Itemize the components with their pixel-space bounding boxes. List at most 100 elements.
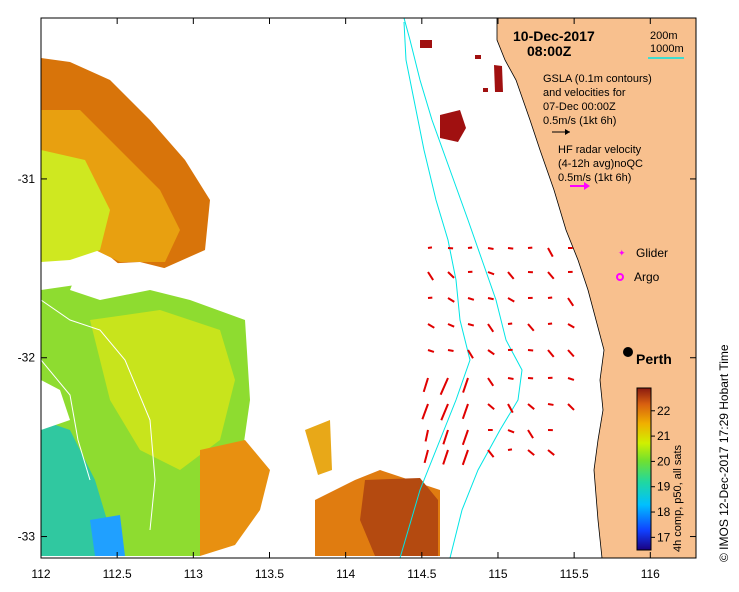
imos-credit: © IMOS 12-Dec-2017 17:29 Hobart Time: [717, 344, 731, 562]
x-tick-label: 112.5: [103, 567, 132, 581]
gsla-line-1: GSLA (0.1m contours): [543, 73, 652, 85]
velocity-arrow: [567, 377, 575, 381]
sst-blue-patch: [90, 515, 125, 556]
velocity-arrow: [440, 403, 449, 421]
x-tick-label: 112: [31, 567, 50, 581]
gsla-line-3: 07-Dec 00:00Z: [543, 101, 616, 113]
gsla-patch-1: [440, 110, 466, 142]
gsla-patch-4: [475, 55, 481, 59]
y-tick-label: -31: [18, 172, 36, 186]
velocity-arrow: [461, 449, 469, 466]
x-tick-label: 115.5: [560, 567, 589, 581]
y-axis: -31 -32 -33: [18, 172, 696, 544]
argo-label: Argo: [634, 270, 660, 284]
velocity-arrow: [447, 349, 454, 353]
colorbar-tick-label: 21: [657, 429, 671, 443]
velocity-arrow: [547, 247, 554, 258]
sst-gold-patch: [305, 420, 332, 475]
hf-line-2: (4-12h avg)noQC: [558, 158, 643, 170]
sst-yellowgreen-lower: [90, 310, 235, 470]
nodata-gap-2: [41, 380, 70, 430]
x-tick-label: 113: [184, 567, 203, 581]
velocity-arrow: [547, 349, 555, 358]
hf-line-1: HF radar velocity: [558, 144, 642, 156]
plot-area: Perth: [41, 18, 696, 558]
colorbar-gradient: [636, 387, 652, 551]
velocity-arrow: [507, 271, 515, 280]
contour-200m-label: 200m: [650, 30, 678, 42]
velocity-arrow: [442, 429, 449, 445]
gsla-patch-5: [483, 88, 488, 92]
velocity-arrow: [487, 403, 495, 411]
velocity-arrow: [487, 271, 495, 276]
glider-label: Glider: [636, 246, 668, 260]
velocity-arrow-field: [421, 246, 575, 466]
gsla-scale-arrow: [552, 129, 570, 135]
velocity-arrow: [439, 377, 449, 396]
hf-scale-arrow: [570, 182, 590, 190]
sst-contour-2: [41, 359, 91, 481]
velocity-arrow: [427, 246, 433, 249]
colorbar-ticks: 17 18 19 20 21 22: [651, 404, 671, 544]
velocity-arrow: [487, 349, 495, 356]
plot-frame: [40, 17, 697, 559]
colorbar-tick-label: 20: [657, 454, 671, 468]
x-tick-label: 116: [641, 567, 660, 581]
x-tick-label: 114: [336, 567, 355, 581]
velocity-arrow: [487, 247, 494, 250]
sst-contour-1: [41, 299, 156, 531]
velocity-arrow: [507, 297, 515, 303]
velocity-arrow: [567, 297, 575, 307]
velocity-arrow: [461, 429, 469, 446]
velocity-arrow: [427, 323, 435, 329]
velocity-arrow: [487, 449, 495, 458]
velocity-arrow: [447, 297, 455, 303]
velocity-arrow: [547, 403, 554, 406]
date-title: 10-Dec-2017 08:00Z: [513, 28, 595, 59]
perth-label: Perth: [636, 351, 672, 367]
glider-icon: ✦: [618, 248, 626, 258]
velocity-arrow: [447, 271, 455, 279]
velocity-arrow: [424, 429, 429, 442]
velocity-arrow: [547, 449, 555, 456]
y-tick-label: -33: [18, 530, 36, 544]
gsla-patch-3: [420, 40, 432, 48]
velocity-arrow: [507, 403, 514, 414]
velocity-arrow: [527, 403, 535, 410]
velocity-arrow: [427, 349, 435, 353]
velocity-arrow: [487, 297, 494, 301]
sst-yellow-band: [41, 150, 110, 262]
velocity-arrow: [427, 271, 434, 281]
gsla-line-4: 0.5m/s (1kt 6h): [543, 115, 616, 127]
sst-brown-south: [360, 478, 438, 556]
velocity-arrow: [462, 377, 469, 393]
perth-marker: Perth: [623, 347, 672, 367]
colorbar-tick-label: 22: [657, 404, 671, 418]
contour-200m: [403, 18, 523, 558]
x-tick-label: 113.5: [255, 567, 284, 581]
velocity-arrow: [507, 429, 515, 434]
colorbar-label: 4h comp, p50, all sats: [672, 444, 684, 552]
contour-1000m-label: 1000m: [650, 43, 684, 55]
velocity-arrow: [467, 323, 475, 327]
velocity-arrow: [507, 247, 514, 250]
velocity-arrow: [527, 323, 535, 332]
colorbar: 17 18 19 20 21 22 4h comp, p50, all sats: [636, 387, 684, 552]
sst-orange-lower: [200, 440, 270, 556]
y-tick-label: -32: [18, 351, 36, 365]
gsla-line-2: and velocities for: [543, 87, 626, 99]
x-tick-label: 115: [488, 567, 507, 581]
time-label: 08:00Z: [527, 43, 572, 59]
hf-line-3: 0.5m/s (1kt 6h): [558, 172, 631, 184]
gsla-note: GSLA (0.1m contours) and velocities for …: [543, 73, 652, 135]
colorbar-tick-label: 17: [657, 530, 671, 544]
x-axis: 112 112.5 113 113.5 114 114.5 115 115.5 116: [31, 18, 660, 581]
velocity-arrow: [507, 377, 514, 380]
velocity-arrow: [447, 323, 455, 328]
velocity-arrow: [442, 449, 449, 465]
velocity-arrow: [527, 449, 535, 456]
velocity-arrow: [467, 297, 475, 301]
velocity-arrow: [487, 377, 495, 387]
velocity-arrow: [421, 403, 429, 420]
